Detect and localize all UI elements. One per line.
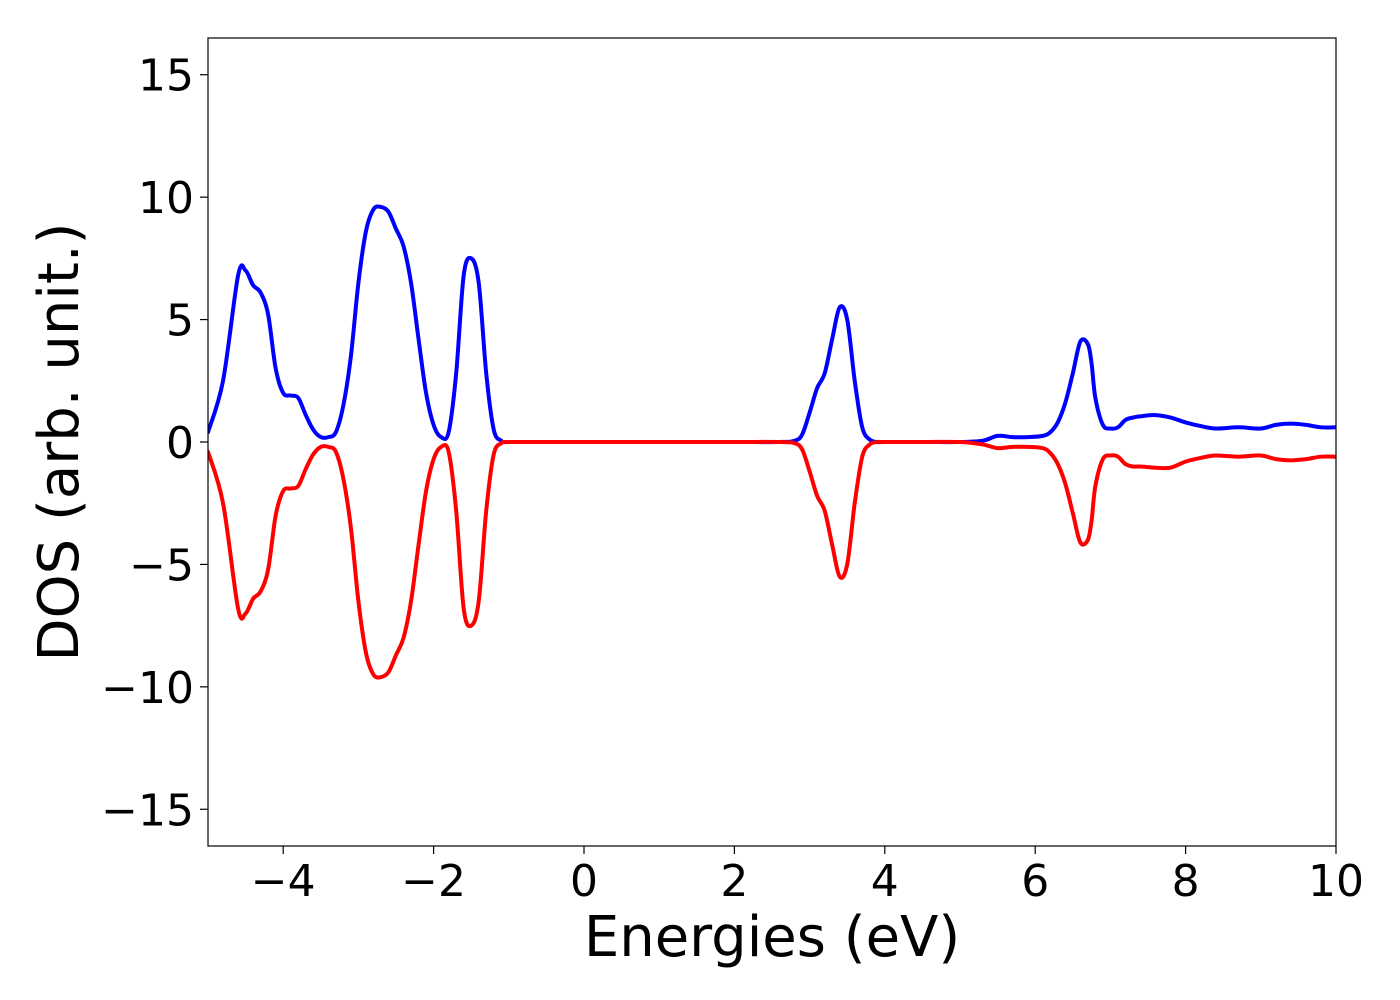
series-line-negative [208, 439, 1336, 680]
y-tick-label: 5 [166, 296, 194, 347]
x-tick-label: 8 [1172, 856, 1200, 907]
x-tick-label: 0 [570, 856, 598, 907]
y-tick-label: 0 [166, 418, 194, 469]
series-layer [208, 204, 1336, 680]
y-axis-label: DOS (arb. unit.) [27, 222, 92, 661]
y-tick-label: 10 [138, 173, 194, 224]
x-tick-label: −2 [401, 856, 466, 907]
x-tick-label: 6 [1021, 856, 1049, 907]
y-tick-label: −5 [129, 540, 194, 591]
y-tick-label: −10 [101, 663, 194, 714]
x-tick-label: 10 [1308, 856, 1364, 907]
x-tick-label: −4 [251, 856, 316, 907]
x-axis-ticks: −4 −2 0 2 4 6 8 10 [251, 846, 1364, 907]
x-tick-label: 2 [720, 856, 748, 907]
x-tick-label: 4 [871, 856, 899, 907]
y-tick-label: 15 [138, 51, 194, 102]
x-axis-label: Energies (eV) [584, 905, 960, 970]
y-axis-ticks: 15 10 5 0 −5 −10 −15 [101, 51, 208, 836]
y-tick-label: −15 [101, 785, 194, 836]
